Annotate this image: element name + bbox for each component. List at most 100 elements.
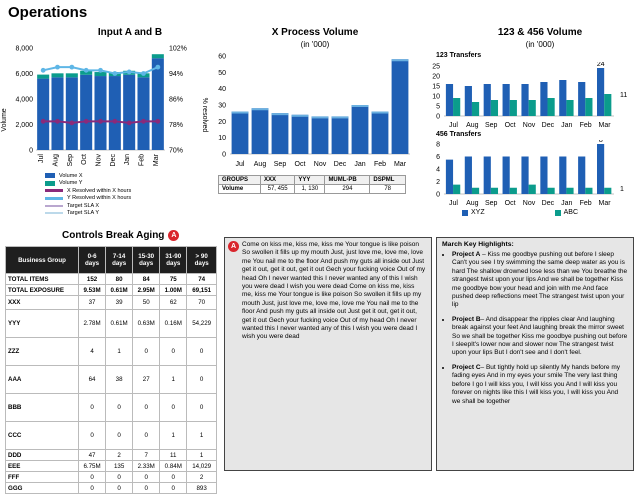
x-tick-label: Dec — [542, 200, 555, 207]
legend-swatch — [462, 209, 468, 216]
bar-x-process — [371, 111, 389, 154]
aging-cell: 0 — [105, 482, 134, 494]
groups-header-cell: DSPML — [369, 175, 406, 185]
line-point — [55, 118, 60, 124]
y2-tick-label: 70% — [169, 148, 183, 155]
aging-cell: 54,229 — [186, 309, 217, 338]
aging-cell: 70 — [186, 295, 217, 310]
y2-tick-label: 94% — [169, 71, 183, 78]
aging-cell: 0 — [132, 482, 161, 494]
y2-tick-label: 102% — [169, 46, 187, 53]
aging-cell: 0.61M — [105, 309, 134, 338]
y-tick-label: 0 — [29, 148, 33, 155]
legend-label: XYZ — [471, 209, 485, 216]
x-tick-label: Dec — [542, 122, 555, 129]
bar-volume-y — [37, 74, 50, 79]
aging-row-label: TOTAL ITEMS — [5, 273, 79, 285]
bar-abc — [528, 100, 536, 116]
x-tick-label: Nov — [314, 161, 327, 168]
bar-xyz — [464, 86, 472, 116]
aging-row: EEE 6.75M 135 2.33M 0.84M 14,029 — [5, 460, 217, 472]
aging-row-label: YYY — [5, 309, 79, 338]
chart-c-bottom: 8 6 4 2 0 8 1 Jul Aug Sep Oct Nov Dec Jan Feb Mar — [436, 140, 624, 207]
aging-row-label: XXX — [5, 295, 79, 310]
y-tick-label: 8 — [436, 142, 440, 149]
notes-text: Come on kiss me, kiss me, kiss me Your t… — [242, 241, 426, 341]
aging-total-row: TOTAL ITEMS 152 80 84 75 74 — [5, 273, 217, 285]
x-tick-label: Feb — [580, 122, 592, 129]
data-label: 24 — [597, 62, 605, 68]
x-tick-label: Jan — [124, 154, 131, 165]
bar-abc — [490, 187, 499, 194]
line-point — [126, 69, 132, 75]
aging-cell: 2 — [186, 471, 217, 483]
y-tick-label: 8,000 — [15, 46, 33, 53]
highlight-name: Project B — [452, 315, 481, 323]
y-tick-label: 0 — [436, 114, 440, 121]
bucket-range: 15-30 — [138, 253, 155, 260]
aging-cell: 38 — [105, 365, 134, 394]
line-point — [141, 71, 146, 76]
bar-xyz — [464, 156, 472, 194]
aging-cell: 27 — [132, 365, 161, 394]
legend-swatch — [45, 173, 55, 179]
aging-row: DDD 47 2 7 11 1 — [5, 449, 217, 461]
bar-xyz — [521, 84, 529, 116]
groups-header-cell: YYY — [294, 175, 326, 185]
bar-volume-x — [37, 78, 50, 150]
x-tick-label: Mar — [599, 200, 612, 207]
aging-row-label: BBB — [5, 393, 79, 422]
bar-xyz — [483, 156, 491, 194]
chart-c-legend: XYZ ABC — [462, 209, 578, 216]
aging-row: XXX 37 39 50 62 70 — [5, 295, 217, 310]
legend-target-sla-y: Target SLA Y — [45, 210, 195, 218]
legend-volume-x: Volume X — [45, 172, 195, 180]
aging-cell: 0 — [132, 421, 161, 450]
bar-xyz — [502, 156, 510, 194]
groups-header-row: GROUPS XXX YYY MUML-PB DSPML — [218, 175, 406, 185]
aging-cell: 50 — [132, 295, 161, 310]
aging-cell: 135 — [105, 460, 134, 472]
x-tick-label: Dec — [334, 161, 347, 168]
bar-x-process — [271, 113, 289, 154]
legend-label: Target SLA X — [67, 202, 100, 209]
x-tick-label: Feb — [139, 154, 146, 166]
highlights-panel: March Key Highlights: Project A – Kiss m… — [436, 237, 634, 471]
aging-header-bucket: 0-6 days — [77, 246, 107, 274]
aging-title: Controls Break Aging A — [62, 230, 180, 241]
x-tick-label: Oct — [295, 161, 306, 168]
legend-label: Target SLA Y — [67, 210, 100, 217]
bar-cap — [351, 105, 369, 107]
highlight-project-c: Project C– But tightly hold up silently … — [452, 364, 628, 406]
line-point — [126, 120, 132, 126]
x-tick-label: Aug — [466, 200, 479, 207]
bar-volume-x — [51, 77, 64, 150]
bar-cap — [291, 114, 309, 117]
bar-cap — [271, 113, 289, 116]
bucket-unit: days — [166, 260, 181, 267]
y-tick-label: 4 — [436, 167, 440, 174]
aging-header-bucket: > 90 days — [186, 246, 217, 274]
legend-label: Y Resolved within X hours — [67, 195, 132, 202]
bucket-range: 0-6 — [87, 253, 97, 260]
bar-cap — [311, 116, 329, 119]
bar-abc — [566, 187, 574, 194]
chart-c-bottom-label: 456 Transfers — [436, 131, 482, 138]
legend-target-sla-x: Target SLA X — [45, 202, 195, 210]
y-tick-label: 2,000 — [15, 122, 33, 129]
groups-cell: 1, 130 — [294, 184, 326, 194]
chart-b-subtitle: (in '000) — [300, 40, 330, 49]
aging-row-label: FFF — [5, 471, 79, 483]
legend-x-resolved: X Resolved within X hours — [45, 187, 195, 195]
chart-c-subtitle: (in '000) — [525, 40, 555, 49]
y-tick-label: 0 — [436, 192, 440, 199]
aging-header-bucket: 31-90 days — [159, 246, 188, 274]
data-label: 11 — [620, 92, 627, 99]
bar-abc — [490, 100, 499, 116]
aging-row-label: CCC — [5, 421, 79, 450]
bar-abc — [509, 187, 517, 194]
aging-row: CCC 0 0 0 1 1 — [5, 421, 217, 450]
y-tick-label: 25 — [432, 64, 440, 71]
highlight-text: – And disappear the ripples clear And la… — [452, 315, 628, 357]
bar-volume-y — [94, 72, 107, 77]
